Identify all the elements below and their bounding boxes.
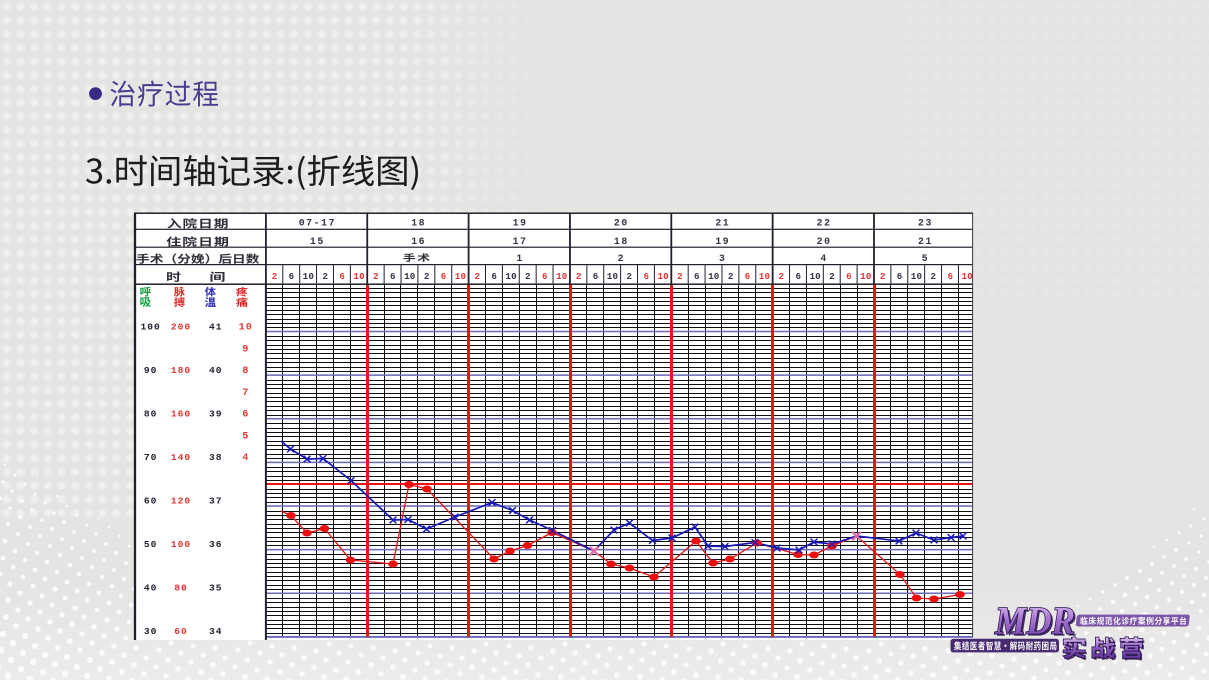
svg-text:120: 120 — [171, 495, 191, 506]
svg-text:6: 6 — [643, 271, 649, 282]
svg-text:160: 160 — [171, 408, 191, 419]
svg-text:6: 6 — [542, 271, 548, 282]
svg-text:37: 37 — [209, 495, 223, 506]
svg-text:10: 10 — [708, 271, 719, 282]
svg-text:10: 10 — [809, 271, 820, 282]
svg-text:2: 2 — [880, 271, 886, 282]
svg-text:6: 6 — [339, 271, 345, 282]
svg-text:2: 2 — [677, 271, 683, 282]
svg-text:17: 17 — [513, 236, 528, 247]
svg-text:5: 5 — [922, 253, 929, 264]
svg-text:2: 2 — [618, 253, 625, 264]
svg-text:100: 100 — [171, 539, 191, 550]
svg-text:3: 3 — [719, 253, 726, 264]
svg-text:21: 21 — [918, 236, 933, 247]
svg-text:2: 2 — [373, 271, 379, 282]
svg-text:6: 6 — [846, 271, 852, 282]
svg-text:2: 2 — [779, 271, 785, 282]
svg-text:10: 10 — [505, 271, 516, 282]
svg-text:23: 23 — [918, 217, 933, 228]
svg-text:6: 6 — [795, 271, 801, 282]
svg-text:10: 10 — [353, 271, 364, 282]
svg-text:60: 60 — [174, 626, 188, 637]
svg-text:6: 6 — [694, 271, 700, 282]
svg-text:5: 5 — [242, 431, 249, 442]
svg-text:2: 2 — [931, 271, 937, 282]
svg-text:18: 18 — [411, 217, 426, 228]
svg-text:10: 10 — [303, 271, 314, 282]
svg-text:2: 2 — [474, 271, 480, 282]
svg-text:10: 10 — [556, 271, 567, 282]
svg-text:35: 35 — [209, 582, 223, 593]
svg-text:38: 38 — [209, 452, 223, 463]
svg-text:MDR: MDR — [994, 599, 1075, 643]
svg-text:2: 2 — [728, 271, 734, 282]
svg-text:90: 90 — [144, 365, 158, 376]
svg-text:6: 6 — [289, 271, 295, 282]
svg-text:6: 6 — [745, 271, 751, 282]
svg-text:18: 18 — [614, 236, 629, 247]
svg-text:180: 180 — [171, 365, 191, 376]
svg-text:10: 10 — [860, 271, 871, 282]
svg-text:6: 6 — [947, 271, 953, 282]
svg-text:36: 36 — [209, 539, 223, 550]
svg-text:10: 10 — [961, 271, 972, 282]
svg-text:30: 30 — [144, 626, 158, 637]
svg-text:2: 2 — [627, 271, 633, 282]
svg-text:2: 2 — [576, 271, 582, 282]
svg-text:40: 40 — [144, 582, 158, 593]
svg-text:10: 10 — [657, 271, 668, 282]
svg-text:19: 19 — [715, 236, 730, 247]
svg-text:1: 1 — [516, 253, 523, 264]
svg-text:140: 140 — [171, 452, 191, 463]
svg-text:10: 10 — [239, 323, 253, 334]
svg-text:9: 9 — [242, 344, 249, 355]
svg-text:2: 2 — [525, 271, 531, 282]
svg-text:10: 10 — [911, 271, 922, 282]
svg-text:41: 41 — [209, 322, 223, 333]
svg-text:200: 200 — [171, 322, 191, 333]
svg-text:20: 20 — [614, 217, 629, 228]
svg-text:6: 6 — [390, 271, 396, 282]
svg-text:39: 39 — [209, 408, 223, 419]
svg-text:10: 10 — [759, 271, 770, 282]
svg-text:4: 4 — [242, 453, 249, 464]
svg-text:6: 6 — [242, 410, 249, 421]
svg-text:16: 16 — [411, 236, 426, 247]
svg-text:2: 2 — [424, 271, 430, 282]
svg-text:40: 40 — [209, 365, 223, 376]
svg-text:20: 20 — [817, 236, 832, 247]
svg-text:8: 8 — [242, 366, 249, 377]
svg-text:50: 50 — [144, 539, 158, 550]
svg-text:2: 2 — [829, 271, 835, 282]
svg-text:7: 7 — [242, 388, 249, 399]
svg-text:6: 6 — [441, 271, 447, 282]
svg-text:4: 4 — [820, 253, 827, 264]
svg-text:19: 19 — [513, 217, 528, 228]
svg-text:100: 100 — [140, 322, 160, 333]
svg-text:6: 6 — [593, 271, 599, 282]
svg-text:10: 10 — [404, 271, 415, 282]
svg-text:15: 15 — [310, 236, 325, 247]
svg-text:80: 80 — [144, 408, 158, 419]
svg-text:34: 34 — [209, 626, 223, 637]
svg-text:MDR: MDR — [996, 601, 1077, 645]
svg-text:2: 2 — [272, 271, 278, 282]
svg-text:22: 22 — [817, 217, 832, 228]
svg-text:60: 60 — [144, 495, 158, 506]
svg-text:07-17: 07-17 — [299, 217, 336, 228]
svg-text:6: 6 — [491, 271, 497, 282]
svg-text:6: 6 — [897, 271, 903, 282]
svg-text:10: 10 — [455, 271, 466, 282]
svg-text:10: 10 — [607, 271, 618, 282]
svg-text:2: 2 — [322, 271, 328, 282]
svg-text:21: 21 — [715, 217, 730, 228]
svg-text:80: 80 — [174, 582, 188, 593]
svg-text:70: 70 — [144, 452, 158, 463]
